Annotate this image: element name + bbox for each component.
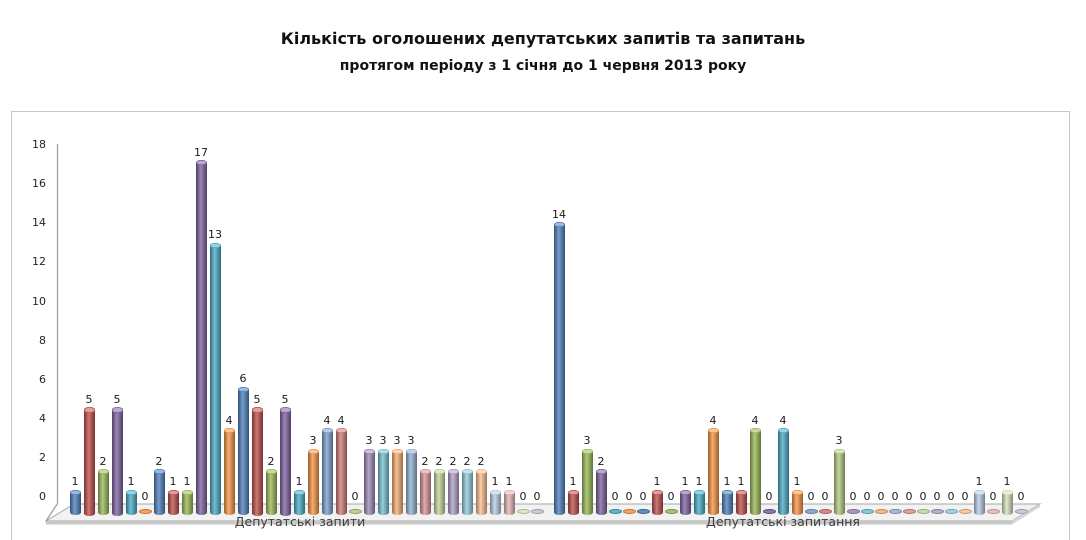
category-label-deputy-questions: Депутатські запитання: [706, 514, 860, 529]
plot-frame: [11, 111, 1070, 540]
category-label-deputy-queries: Депутатські запити: [234, 514, 366, 529]
chart-title: Кількість оголошених депутатських запиті…: [280, 29, 806, 48]
chart-subtitle: протягом періоду з 1 січня до 1 червня 2…: [339, 58, 747, 74]
